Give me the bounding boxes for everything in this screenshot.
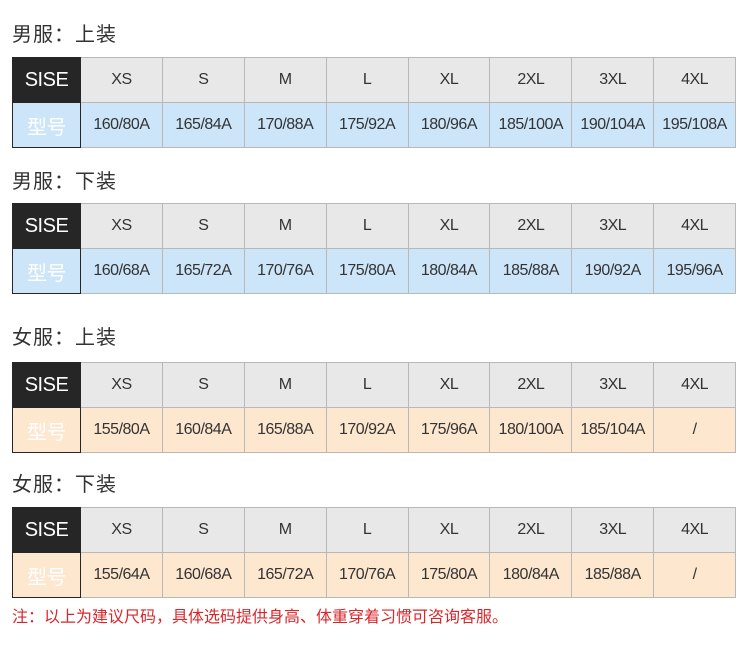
model-cell: 155/64A <box>80 552 163 598</box>
size-cell: 2XL <box>489 203 573 249</box>
size-cell: XS <box>80 203 163 249</box>
size-cell: 4XL <box>653 57 736 103</box>
model-row: 型号 160/68A 165/72A 170/76A 175/80A 180/84A 185… <box>12 248 736 294</box>
model-cell: 165/72A <box>243 552 327 598</box>
size-table: SISE XS S M L XL 2XL 3XL 4XL 型号 160/68A 165/72A 170/… <box>12 203 736 294</box>
model-row: 型号 155/64A 160/68A 165/72A 170/76A 175/80A 180… <box>12 552 736 598</box>
size-row: SISE XS S M L XL 2XL 3XL 4XL <box>12 203 736 249</box>
size-cell: L <box>325 507 409 553</box>
row-label: 型号 <box>12 248 81 294</box>
model-cell: / <box>653 552 736 598</box>
size-cell: M <box>243 57 327 103</box>
row-label: SISE <box>12 362 81 408</box>
model-cell: 185/88A <box>571 552 655 598</box>
size-cell: M <box>243 362 327 408</box>
size-cell: M <box>243 203 327 249</box>
size-cell: L <box>325 362 409 408</box>
model-cell: 185/88A <box>489 248 573 294</box>
row-label: SISE <box>12 203 81 249</box>
size-cell: S <box>161 507 245 553</box>
model-cell: 170/76A <box>325 552 409 598</box>
row-label: SISE <box>12 57 81 103</box>
model-cell: 180/84A <box>407 248 491 294</box>
size-cell: M <box>243 507 327 553</box>
section-title: 女服：下装 <box>12 472 117 496</box>
size-row: SISE XS S M L XL 2XL 3XL 4XL <box>12 362 736 408</box>
row-label: 型号 <box>12 102 81 148</box>
model-cell: 175/80A <box>325 248 409 294</box>
model-cell: 185/104A <box>571 407 655 453</box>
section-title: 男服：下装 <box>12 169 117 193</box>
model-cell: 175/80A <box>407 552 491 598</box>
model-cell: 165/84A <box>161 102 245 148</box>
model-cell: 160/68A <box>80 248 163 294</box>
size-cell: 3XL <box>571 203 655 249</box>
section-title: 男服：上装 <box>12 22 117 46</box>
model-cell: 180/84A <box>489 552 573 598</box>
model-cell: 195/108A <box>653 102 736 148</box>
size-cell: L <box>325 203 409 249</box>
model-cell: 195/96A <box>653 248 736 294</box>
size-table: SISE XS S M L XL 2XL 3XL 4XL 型号 155/80A 160/84A 165/… <box>12 362 736 453</box>
size-cell: XL <box>407 203 491 249</box>
size-cell: XS <box>80 57 163 103</box>
model-cell: 160/80A <box>80 102 163 148</box>
size-cell: 4XL <box>653 362 736 408</box>
model-cell: 165/88A <box>243 407 327 453</box>
size-cell: XL <box>407 362 491 408</box>
model-cell: 170/88A <box>243 102 327 148</box>
row-label: SISE <box>12 507 81 553</box>
size-cell: XS <box>80 362 163 408</box>
row-label: 型号 <box>12 407 81 453</box>
model-cell: 155/80A <box>80 407 163 453</box>
model-cell: 180/96A <box>407 102 491 148</box>
row-label: 型号 <box>12 552 81 598</box>
size-table: SISE XS S M L XL 2XL 3XL 4XL 型号 155/64A 160/68A 165/… <box>12 507 736 598</box>
model-cell: 160/84A <box>161 407 245 453</box>
model-cell: 185/100A <box>489 102 573 148</box>
model-cell: 170/92A <box>325 407 409 453</box>
size-row: SISE XS S M L XL 2XL 3XL 4XL <box>12 507 736 553</box>
size-cell: S <box>161 57 245 103</box>
size-cell: XL <box>407 507 491 553</box>
model-cell: 170/76A <box>243 248 327 294</box>
model-cell: 160/68A <box>161 552 245 598</box>
size-cell: 2XL <box>489 362 573 408</box>
size-cell: 3XL <box>571 507 655 553</box>
section-title: 女服：上装 <box>12 325 117 349</box>
size-cell: 4XL <box>653 507 736 553</box>
model-cell: 190/104A <box>571 102 655 148</box>
size-cell: 2XL <box>489 507 573 553</box>
size-cell: 2XL <box>489 57 573 103</box>
size-advice-note: 注：以上为建议尺码，具体选码提供身高、体重穿着习惯可咨询客服。 <box>12 607 509 626</box>
model-cell: 190/92A <box>571 248 655 294</box>
size-cell: 3XL <box>571 362 655 408</box>
model-cell: 180/100A <box>489 407 573 453</box>
size-cell: 3XL <box>571 57 655 103</box>
size-cell: XS <box>80 507 163 553</box>
size-table: SISE XS S M L XL 2XL 3XL 4XL 型号 160/80A 165/84A 170/… <box>12 57 736 148</box>
model-cell: 175/96A <box>407 407 491 453</box>
size-row: SISE XS S M L XL 2XL 3XL 4XL <box>12 57 736 103</box>
model-cell: / <box>653 407 736 453</box>
size-cell: 4XL <box>653 203 736 249</box>
model-row: 型号 155/80A 160/84A 165/88A 170/92A 175/96A 180… <box>12 407 736 453</box>
size-cell: S <box>161 203 245 249</box>
size-cell: S <box>161 362 245 408</box>
model-cell: 165/72A <box>161 248 245 294</box>
size-cell: XL <box>407 57 491 103</box>
model-row: 型号 160/80A 165/84A 170/88A 175/92A 180/96A 185… <box>12 102 736 148</box>
size-cell: L <box>325 57 409 103</box>
model-cell: 175/92A <box>325 102 409 148</box>
